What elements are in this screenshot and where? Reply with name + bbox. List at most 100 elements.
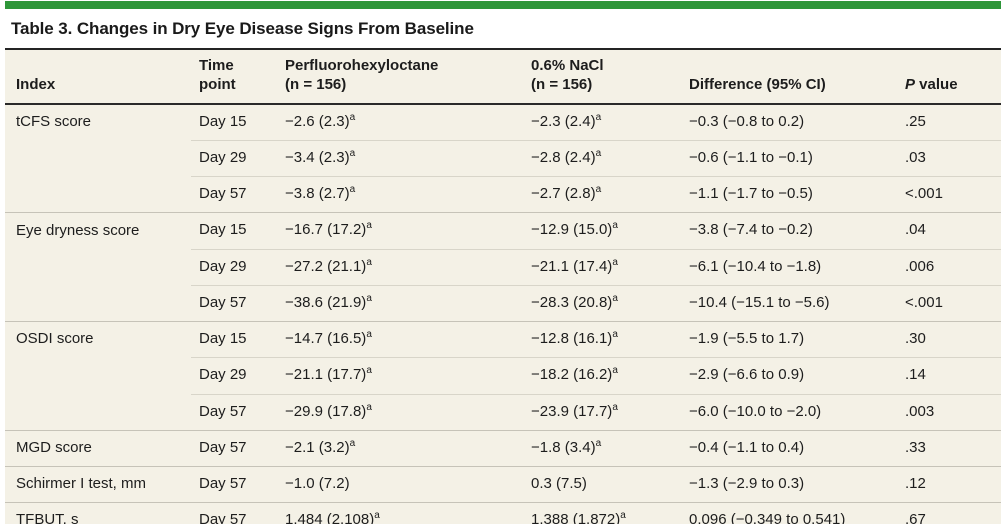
table-row: Day 57 −38.6 (21.9)a −28.3 (20.8)a −10.4… — [5, 284, 1001, 322]
row-timepoint: Day 29 — [191, 357, 277, 394]
row-timepoint: Day 57 — [191, 429, 277, 467]
table-row: Schirmer I test, mm Day 57 −1.0 (7.2) 0.… — [5, 465, 1001, 503]
cell-p-value: .25 — [905, 112, 926, 130]
cell-difference: −6.0 (−10.0 to −2.0) — [681, 393, 897, 431]
row-index-label: MGD score — [5, 429, 191, 467]
cell-nacl: −2.7 (2.8)a — [523, 175, 681, 213]
cell-pfho: −27.2 (21.1)a — [277, 248, 523, 286]
row-timepoint: Day 29 — [191, 248, 277, 286]
table-row: Day 57 −29.9 (17.8)a −23.9 (17.7)a −6.0 … — [5, 393, 1001, 431]
cell-pfho: −2.1 (3.2)a — [277, 429, 523, 467]
col-header-nacl: 0.6% NaCl (n = 156) — [523, 50, 681, 105]
row-index-label: tCFS score — [16, 112, 92, 130]
dry-eye-signs-table: Index Time point Perfluorohexyloctane (n… — [5, 50, 1001, 524]
cell-p-value: .006 — [897, 248, 1001, 286]
cell-difference: −6.1 (−10.4 to −1.8) — [681, 248, 897, 286]
table-accent-bar — [5, 1, 1001, 9]
row-index-label — [5, 285, 191, 321]
col-header-p-value: P value — [897, 50, 1001, 105]
row-timepoint: Day 57 — [191, 465, 277, 503]
footnote-marker: a — [620, 510, 626, 522]
table-row: OSDI score Day 15 −14.7 (16.5)a −12.8 (1… — [5, 320, 1001, 358]
row-timepoint: Day 57 — [191, 393, 277, 431]
col-header-time-point: Time point — [191, 50, 277, 105]
footnote-marker: a — [366, 365, 372, 377]
cell-difference: −1.3 (−2.9 to 0.3) — [681, 465, 897, 503]
col-header-index: Index — [5, 50, 191, 105]
row-index-label — [5, 140, 191, 176]
p-value-italic-p: P — [905, 75, 916, 93]
row-timepoint: Day 57 — [191, 502, 277, 524]
cell-p-value: .003 — [897, 393, 1001, 431]
cell-difference: −3.8 (−7.4 to −0.2) — [681, 212, 897, 249]
cell-difference: −0.4 (−1.1 to 0.4) — [681, 429, 897, 467]
cell-p-value: .67 — [897, 502, 1001, 524]
cell-pfho: −29.9 (17.8)a — [277, 393, 523, 431]
cell-p-value: .12 — [897, 465, 1001, 503]
row-timepoint: Day 15 — [191, 212, 277, 249]
footnote-marker: a — [595, 147, 602, 159]
cell-nacl: −28.3 (20.8)a — [523, 284, 681, 322]
row-timepoint: Day 15 — [191, 320, 277, 358]
table-row: Day 57 −3.8 (2.7)a −2.7 (2.8)a −1.1 (−1.… — [5, 175, 1001, 213]
footnote-marker: a — [366, 329, 372, 340]
row-index-label: OSDI score — [5, 320, 191, 358]
cell-p-value: <.001 — [897, 284, 1001, 322]
row-index-label — [5, 177, 191, 213]
row-index-label: TFBUT, s — [5, 502, 191, 524]
cell-pfho: −3.8 (2.7)a — [277, 175, 523, 213]
row-index-label: Eye dryness score — [5, 212, 191, 249]
footnote-marker: a — [349, 437, 356, 449]
cell-pfho: −3.4 (2.3)a — [277, 139, 523, 177]
cell-nacl: −1.8 (3.4)a — [523, 429, 681, 467]
footnote-marker: a — [612, 292, 618, 304]
cell-pfho: −14.7 (16.5)a — [277, 320, 523, 358]
footnote-marker: a — [349, 147, 356, 159]
table-row: Day 29 −27.2 (21.1)a −21.1 (17.4)a −6.1 … — [5, 248, 1001, 286]
row-index-label — [5, 358, 191, 394]
cell-difference: −0.6 (−1.1 to −0.1) — [681, 139, 897, 177]
cell-nacl: −2.8 (2.4)a — [523, 139, 681, 177]
footnote-marker: a — [612, 329, 618, 340]
col-header-perfluorohexyloctane: Perfluorohexyloctane (n = 156) — [277, 50, 523, 105]
row-timepoint: Day 15 — [199, 112, 247, 130]
cell-p-value: .04 — [897, 212, 1001, 249]
cell-nacl: −12.9 (15.0)a — [523, 212, 681, 249]
cell-pfho: −21.1 (17.7)a — [277, 357, 523, 394]
cell-pfho: −1.0 (7.2) — [277, 465, 523, 503]
table-row: TFBUT, s Day 57 1.484 (2.108)a 1.388 (1.… — [5, 502, 1001, 524]
cell-nacl: −2.3 (2.4)a — [531, 111, 602, 130]
row-timepoint: Day 29 — [191, 139, 277, 177]
cell-difference: −10.4 (−15.1 to −5.6) — [681, 284, 897, 322]
cell-p-value: .33 — [897, 429, 1001, 467]
p-value-rest: value — [915, 75, 958, 93]
cell-nacl: −18.2 (16.2)a — [523, 357, 681, 394]
cell-nacl: −23.9 (17.7)a — [523, 393, 681, 431]
cell-nacl: −21.1 (17.4)a — [523, 248, 681, 286]
table-title: Table 3. Changes in Dry Eye Disease Sign… — [11, 19, 474, 38]
footnote-marker: a — [366, 401, 372, 413]
cell-difference: −1.1 (−1.7 to −0.5) — [681, 175, 897, 213]
cell-difference: −1.9 (−5.5 to 1.7) — [681, 320, 897, 358]
footnote-marker: a — [366, 220, 372, 232]
table-row: Day 29 −21.1 (17.7)a −18.2 (16.2)a −2.9 … — [5, 357, 1001, 394]
row-index-label — [5, 394, 191, 430]
table-3-panel: Table 3. Changes in Dry Eye Disease Sign… — [5, 1, 1001, 524]
table-row: MGD score Day 57 −2.1 (3.2)a −1.8 (3.4)a… — [5, 429, 1001, 467]
footnote-marker: a — [366, 292, 372, 304]
header-row: Index Time point Perfluorohexyloctane (n… — [5, 50, 1001, 105]
table-row: Day 29 −3.4 (2.3)a −2.8 (2.4)a −0.6 (−1.… — [5, 139, 1001, 177]
row-timepoint: Day 57 — [191, 175, 277, 213]
cell-pfho: 1.484 (2.108)a — [277, 502, 523, 524]
cell-difference: 0.096 (−0.349 to 0.541) — [681, 502, 897, 524]
cell-p-value: <.001 — [897, 175, 1001, 213]
footnote-marker: a — [366, 256, 372, 268]
cell-pfho: −16.7 (17.2)a — [277, 212, 523, 249]
footnote-marker: a — [612, 220, 618, 232]
footnote-marker: a — [612, 401, 618, 413]
row-index-label: Schirmer I test, mm — [5, 465, 191, 503]
footnote-marker: a — [595, 111, 602, 123]
cell-p-value: .14 — [897, 357, 1001, 394]
cell-p-value: .30 — [897, 320, 1001, 358]
cell-difference: −2.9 (−6.6 to 0.9) — [681, 357, 897, 394]
